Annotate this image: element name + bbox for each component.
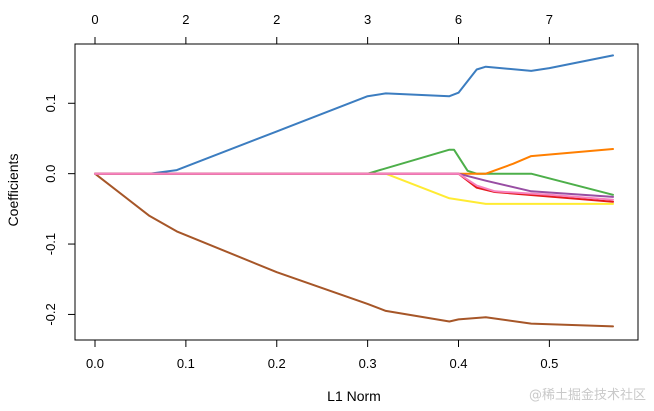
y-tick-label: 0.1 [43, 94, 58, 112]
series-line-8 [94, 172, 614, 201]
x-tick-label: 0.0 [86, 356, 104, 371]
top-tick-label: 0 [91, 12, 98, 27]
top-tick-label: 2 [273, 12, 280, 27]
x-tick-label: 0.3 [359, 356, 377, 371]
series-line-2 [94, 172, 614, 328]
series-line-3 [94, 148, 614, 196]
series-line-1 [94, 54, 614, 175]
top-tick-label: 2 [182, 12, 189, 27]
x-tick-label: 0.1 [177, 356, 195, 371]
watermark-text: @稀土掘金技术社区 [528, 388, 646, 403]
x-tick-label: 0.5 [540, 356, 558, 371]
y-tick-label: -0.1 [43, 233, 58, 255]
axes-layer: 0.0 0.1 0.2 0.3 0.4 0.5 0 2 2 3 6 7 -0.2 -0.1 0.0 0.1 [43, 12, 558, 371]
x-tick-label: 0.4 [449, 356, 467, 371]
y-tick-label: 0.0 [43, 165, 58, 183]
x-axis-label: L1 Norm [327, 388, 381, 404]
top-tick-label: 7 [546, 12, 553, 27]
series-line-6 [94, 172, 614, 203]
series-layer [94, 54, 614, 328]
x-tick-label: 0.2 [268, 356, 286, 371]
y-tick-label: -0.2 [43, 303, 58, 325]
top-tick-label: 3 [364, 12, 371, 27]
top-tick-label: 6 [455, 12, 462, 27]
series-line-5 [94, 172, 614, 205]
y-axis-label: Coefficients [5, 154, 21, 227]
plot-frame [74, 43, 639, 341]
